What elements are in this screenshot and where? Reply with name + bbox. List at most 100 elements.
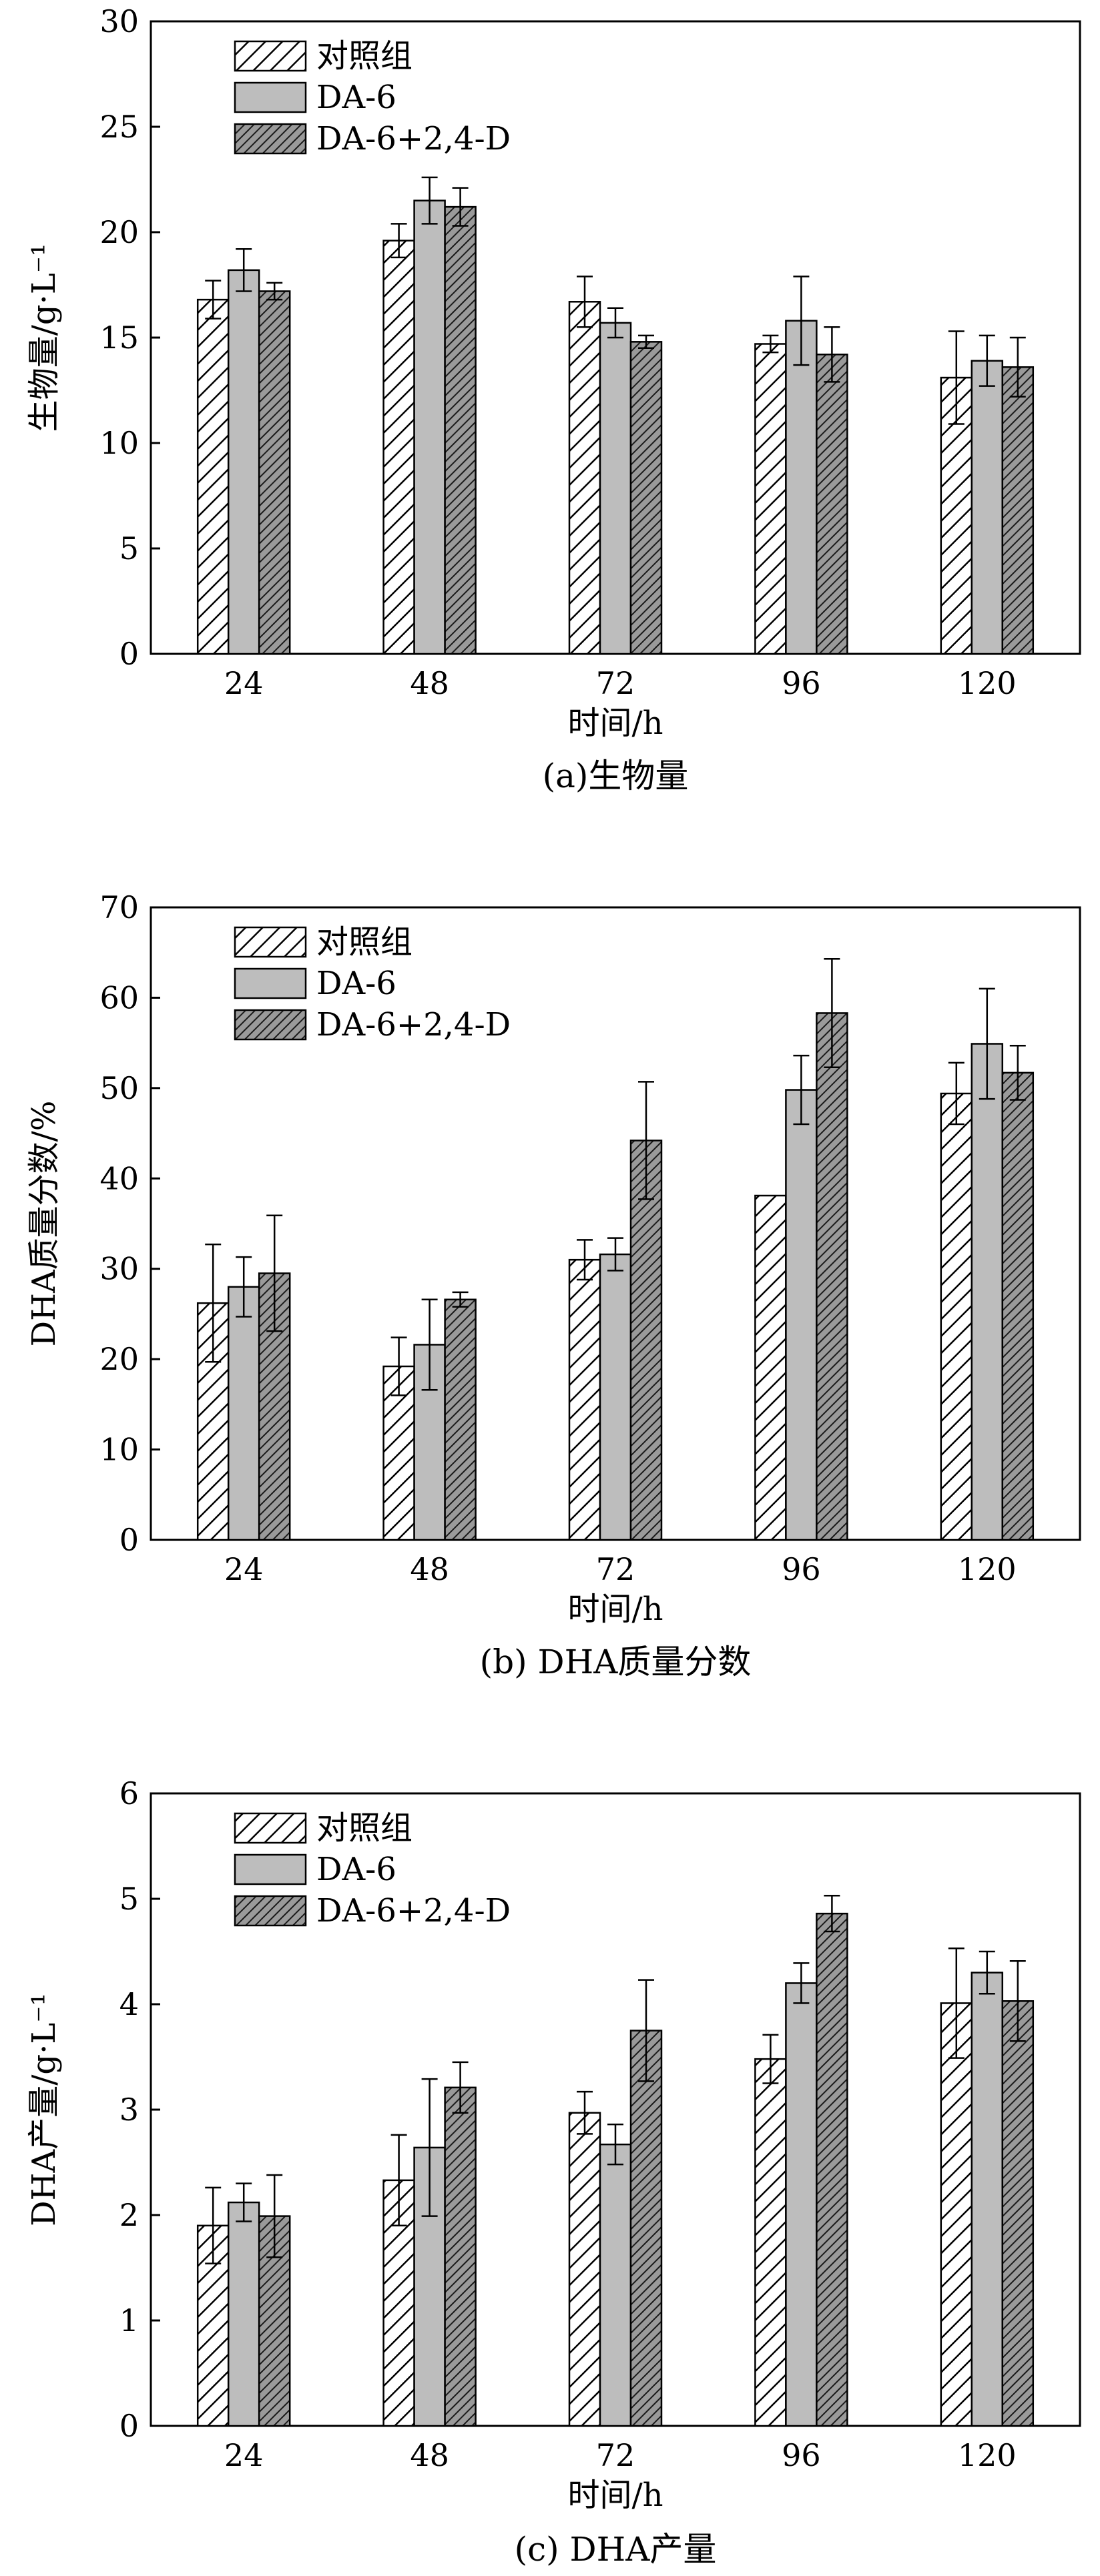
legend: 对照组 DA-6 DA-6+2,4-D: [234, 923, 511, 1043]
y-tick-label: 1: [119, 2302, 139, 2338]
y-tick-label: 4: [119, 1986, 139, 2022]
panel-a: 0 5 10 15 20 25 30 24 48 72 96 120 对照组 DA-6 DA-6+2,4…: [25, 3, 1081, 795]
legend-label: DA-6: [316, 79, 396, 116]
bar-hatch-dark: [816, 354, 848, 655]
bar-hatch-light: [568, 2112, 601, 2427]
legend-swatch: [234, 1895, 307, 1927]
x-tick-label: 120: [958, 665, 1017, 701]
y-tick-label: 6: [119, 1775, 139, 1811]
y-tick-label: 15: [99, 320, 139, 356]
legend-label: 对照组: [316, 923, 412, 961]
bar-hatch-dark: [444, 1298, 477, 1541]
y-axis-label: 生物量/g·L⁻¹: [25, 244, 63, 432]
bar-gray: [599, 1253, 632, 1541]
chart-caption: (c) DHA产量: [515, 2530, 717, 2569]
y-axis-label: DHA质量分数/%: [25, 1101, 63, 1347]
x-ticks: 24 48 72 96 120: [224, 1551, 1017, 1587]
x-tick-label: 48: [410, 1551, 449, 1587]
bar-hatch-dark: [816, 1912, 848, 2427]
legend-label: DA-6+2,4-D: [316, 1892, 511, 1929]
bar-hatch-light: [568, 301, 601, 655]
legend: 对照组 DA-6 DA-6+2,4-D: [234, 1809, 511, 1929]
legend-swatch: [234, 81, 307, 113]
bar-hatch-light: [568, 1258, 601, 1541]
legend-swatch: [234, 1812, 307, 1844]
x-tick-label: 96: [782, 1551, 821, 1587]
bar-hatch-dark: [1001, 366, 1035, 655]
x-axis-label: 时间/h: [567, 705, 663, 742]
legend-label: 对照组: [316, 37, 412, 75]
legend-label: DA-6: [316, 1851, 396, 1888]
legend-swatch: [234, 1853, 307, 1885]
y-tick-label: 3: [119, 2092, 139, 2128]
x-tick-label: 48: [410, 2437, 449, 2473]
y-axis-label: DHA产量/g·L⁻¹: [25, 1993, 63, 2226]
bar-hatch-light: [754, 1194, 787, 1541]
x-tick-label: 120: [958, 2437, 1017, 2473]
bar-hatch-dark: [444, 205, 477, 655]
x-tick-label: 24: [224, 1551, 264, 1587]
x-tick-label: 96: [782, 665, 821, 701]
x-tick-label: 24: [224, 2437, 264, 2473]
x-tick-label: 72: [596, 1551, 635, 1587]
bar-hatch-light: [940, 2002, 973, 2427]
x-tick-label: 96: [782, 2437, 821, 2473]
bar-gray: [599, 2143, 632, 2427]
bar-hatch-light: [382, 240, 415, 655]
chart-caption: (a)生物量: [543, 757, 689, 795]
bar-hatch-dark: [629, 341, 663, 655]
bars: [196, 1895, 1035, 2427]
bar-gray: [413, 199, 446, 655]
x-tick-label: 120: [958, 1551, 1017, 1587]
legend-label: 对照组: [316, 1809, 412, 1847]
bars: [196, 176, 1035, 655]
y-tick-label: 10: [99, 1432, 139, 1468]
bar-gray: [785, 1089, 818, 1541]
bar-hatch-dark: [629, 2030, 663, 2427]
bars: [196, 957, 1035, 1541]
y-ticks: 0 1 2 3 4 5 6: [119, 1775, 160, 2444]
y-tick-label: 0: [119, 1522, 139, 1558]
y-tick-label: 5: [119, 1881, 139, 1917]
x-axis-label: 时间/h: [567, 2477, 663, 2514]
legend-label: DA-6+2,4-D: [316, 120, 511, 157]
y-tick-label: 2: [119, 2197, 139, 2233]
x-tick-label: 72: [596, 2437, 635, 2473]
x-ticks: 24 48 72 96 120: [224, 2437, 1017, 2473]
panel-c: 0 1 2 3 4 5 6 24 48 72 96 120 对照组 DA-6 DA-6+2,4-D DH…: [25, 1775, 1081, 2569]
legend-swatch: [234, 40, 307, 72]
y-tick-label: 40: [99, 1160, 139, 1196]
legend: 对照组 DA-6 DA-6+2,4-D: [234, 37, 511, 157]
legend-swatch: [234, 1009, 307, 1041]
legend-swatch: [234, 926, 307, 958]
bar-gray: [599, 322, 632, 655]
bar-gray: [971, 360, 1004, 655]
y-ticks: 0 10 20 30 40 50 60 70: [99, 889, 160, 1558]
legend-label: DA-6+2,4-D: [316, 1006, 511, 1043]
y-tick-label: 30: [99, 1251, 139, 1287]
bar-gray: [785, 1982, 818, 2427]
y-tick-label: 20: [99, 214, 139, 250]
bar-hatch-light: [754, 2058, 787, 2427]
bar-hatch-dark: [1001, 1071, 1035, 1541]
y-tick-label: 0: [119, 2408, 139, 2444]
bar-hatch-dark: [258, 290, 291, 655]
y-tick-label: 60: [99, 979, 139, 1015]
bar-gray: [971, 1043, 1004, 1541]
bar-gray: [227, 2201, 260, 2427]
bar-gray: [785, 320, 818, 655]
panel-b: 0 10 20 30 40 50 60 70 24 48 72 96 120 对照组 DA-6 DA-6+…: [25, 889, 1081, 1681]
chart-caption: (b) DHA质量分数: [480, 1643, 752, 1681]
legend-swatch: [234, 967, 307, 999]
x-axis-label: 时间/h: [567, 1591, 663, 1628]
x-tick-label: 48: [410, 665, 449, 701]
y-tick-label: 30: [99, 3, 139, 39]
y-tick-label: 10: [99, 425, 139, 461]
bar-hatch-dark: [1001, 2000, 1035, 2427]
y-tick-label: 5: [119, 530, 139, 566]
bar-hatch-light: [940, 1092, 973, 1541]
legend-swatch: [234, 123, 307, 155]
bar-gray: [227, 1286, 260, 1541]
bar-hatch-dark: [629, 1140, 663, 1541]
